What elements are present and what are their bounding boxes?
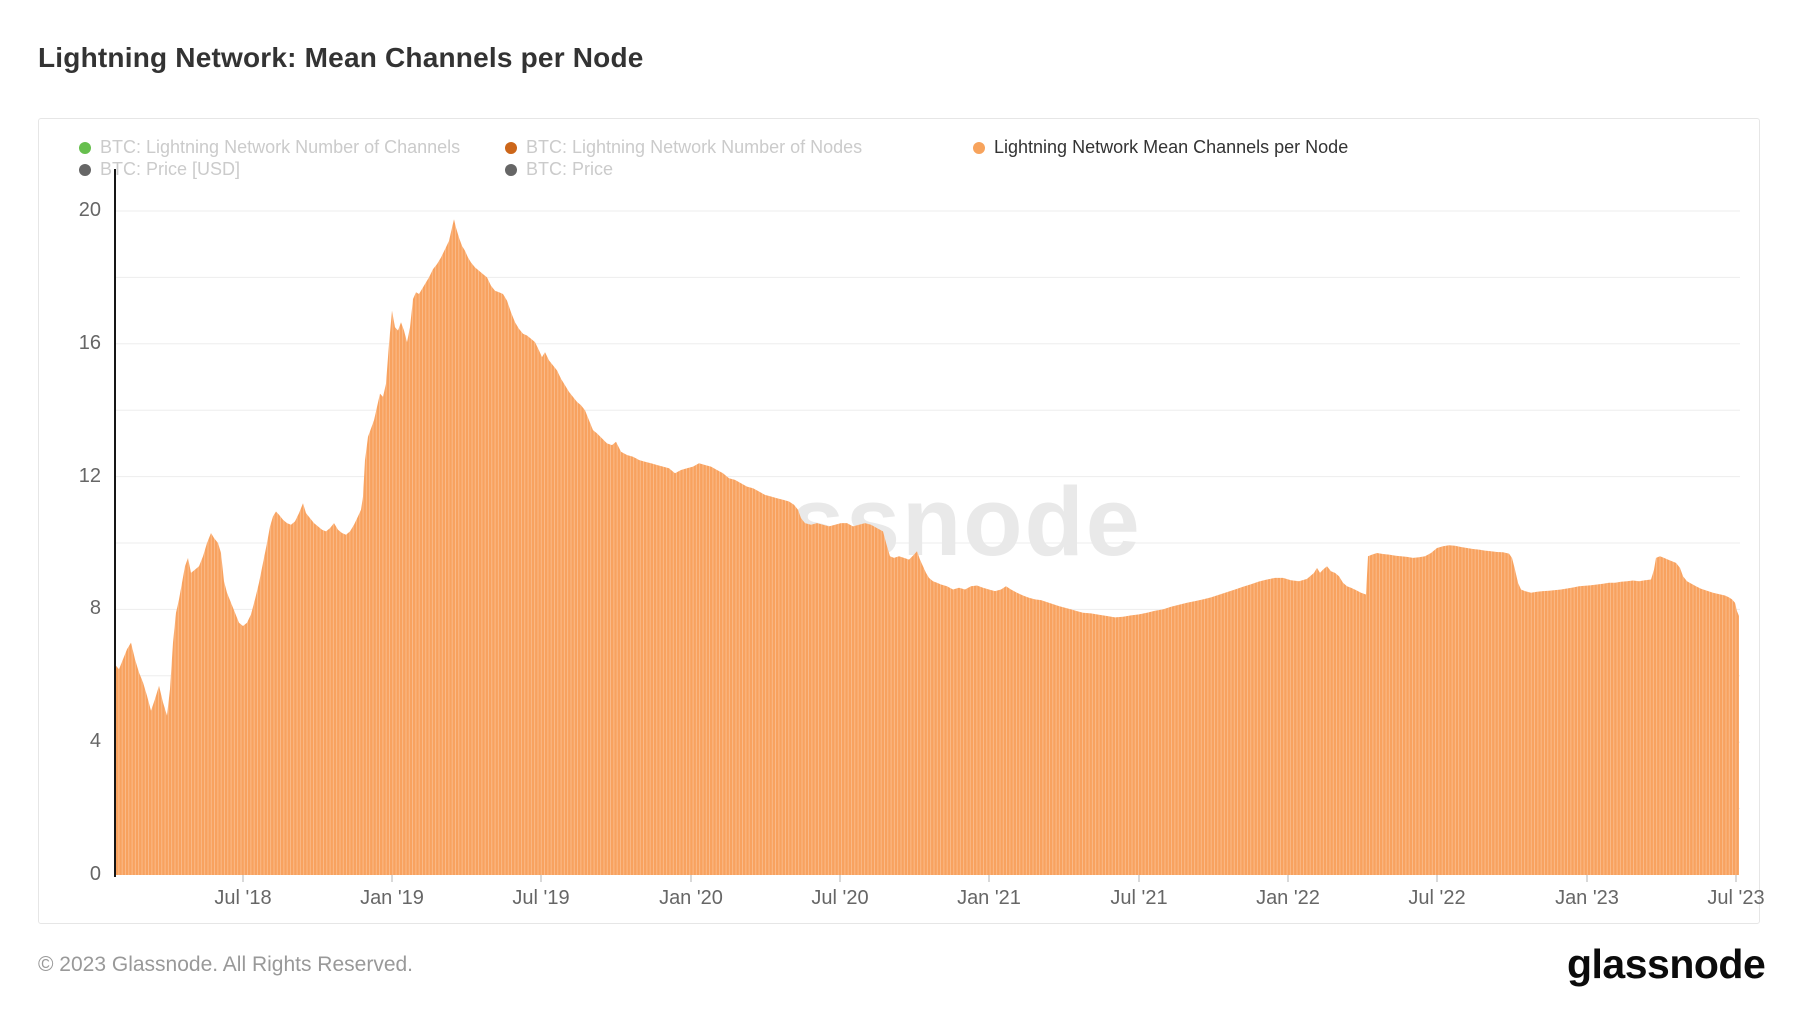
legend-marker-icon bbox=[973, 141, 985, 154]
legend-label: BTC: Lightning Network Number of Channel… bbox=[100, 137, 461, 157]
legend-marker-icon bbox=[79, 141, 91, 154]
legend-label: Lightning Network Mean Channels per Node bbox=[994, 137, 1349, 157]
y-axis-tick-label: 16 bbox=[78, 331, 101, 354]
legend-marker-icon bbox=[505, 141, 517, 154]
x-axis-tick-label: Jul '18 bbox=[214, 887, 272, 909]
legend-marker-icon bbox=[505, 163, 517, 176]
x-axis-tick-label: Jan '21 bbox=[957, 887, 1021, 909]
legend-item-nodes[interactable]: BTC: Lightning Network Number of Nodes bbox=[505, 137, 862, 158]
y-axis-tick-label: 4 bbox=[89, 730, 101, 753]
x-axis-tick-label: Jan '20 bbox=[659, 887, 723, 909]
legend-label: BTC: Price bbox=[526, 159, 614, 179]
legend-label: BTC: Price [USD] bbox=[100, 159, 241, 179]
legend-item-price-usd[interactable]: BTC: Price [USD] bbox=[79, 159, 240, 180]
footer-copyright: © 2023 Glassnode. All Rights Reserved. bbox=[38, 953, 414, 976]
series-area-mean-channels[interactable] bbox=[116, 219, 1739, 876]
x-axis-tick-label: Jul '19 bbox=[512, 887, 570, 909]
legend-item-mean-channels-per-node[interactable]: Lightning Network Mean Channels per Node bbox=[973, 137, 1348, 158]
legend-marker-icon bbox=[79, 163, 91, 176]
y-axis-tick-label: 8 bbox=[89, 597, 101, 620]
y-axis-tick-label: 20 bbox=[78, 199, 101, 221]
x-axis-tick-label: Jul '21 bbox=[1110, 887, 1168, 909]
x-axis-tick-label: Jul '23 bbox=[1707, 887, 1765, 909]
y-axis-tick-label: 12 bbox=[78, 464, 101, 487]
plot-svg[interactable]: glassnode bbox=[116, 171, 1740, 883]
legend-label: BTC: Lightning Network Number of Nodes bbox=[526, 137, 863, 157]
x-axis-tick-label: Jul '20 bbox=[811, 887, 869, 909]
glassnode-logo: glassnode bbox=[1567, 941, 1766, 987]
x-axis-tick-label: Jan '22 bbox=[1256, 887, 1320, 909]
legend-item-price[interactable]: BTC: Price bbox=[505, 159, 613, 180]
chart-panel: BTC: Lightning Network Number of Channel… bbox=[38, 118, 1765, 924]
y-axis-tick-label: 0 bbox=[89, 863, 101, 885]
x-axis-tick-label: Jul '22 bbox=[1408, 887, 1466, 909]
y-axis-line bbox=[114, 169, 116, 877]
x-axis-tick-label: Jan '23 bbox=[1555, 887, 1619, 909]
x-axis-tick-label: Jan '19 bbox=[360, 887, 424, 909]
page-title: Lightning Network: Mean Channels per Nod… bbox=[38, 42, 644, 73]
legend-item-channels[interactable]: BTC: Lightning Network Number of Channel… bbox=[79, 137, 460, 158]
